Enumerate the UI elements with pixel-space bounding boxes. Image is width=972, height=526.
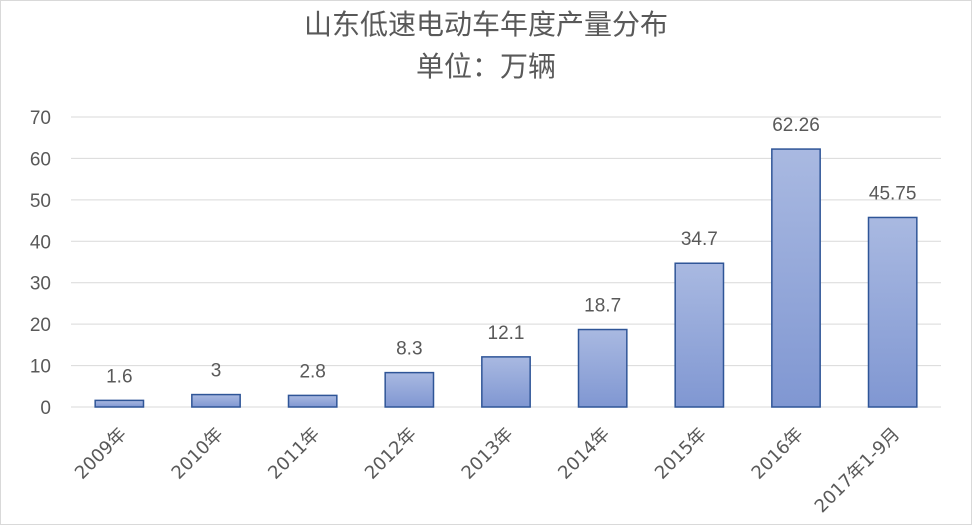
x-tick-label: 2010年	[168, 424, 228, 484]
data-label: 3	[211, 361, 222, 382]
y-tick-label: 20	[30, 315, 51, 336]
data-label: 45.75	[869, 183, 917, 204]
y-tick-label: 0	[40, 398, 51, 419]
x-tick-label: 2016年	[748, 424, 808, 484]
bar	[384, 371, 435, 408]
bar	[191, 393, 241, 408]
y-tick-label: 40	[30, 232, 51, 253]
x-axis: 2009年 2010年 2011年 2012年 2013年 2014年 2015年 2016年…	[71, 424, 904, 517]
y-tick-label: 70	[30, 108, 51, 129]
bar	[94, 399, 145, 408]
bar	[867, 216, 918, 408]
data-label: 18.7	[584, 296, 621, 317]
bar	[287, 394, 338, 408]
x-tick-label: 2009年	[71, 424, 131, 484]
x-tick-label: 2015年	[651, 424, 711, 484]
data-label: 1.6	[106, 366, 132, 387]
data-label: 62.26	[772, 115, 820, 136]
data-label: 34.7	[681, 229, 718, 250]
x-tick-label: 2011年	[264, 424, 324, 484]
data-label: 12.1	[488, 323, 525, 344]
x-tick-label: 2014年	[554, 424, 614, 484]
bar	[481, 356, 531, 408]
y-axis: 0 10 20 30 40 50 60 70	[30, 108, 51, 419]
y-tick-label: 50	[30, 191, 51, 212]
data-label: 8.3	[396, 339, 422, 360]
data-labels: 1.6 3 2.8 8.3 12.1 18.7 34.7 62.26 45.75	[106, 115, 916, 387]
x-tick-label: 2017年1-9月	[811, 424, 904, 517]
chart-title: 山东低速电动车年度产量分布	[303, 8, 668, 41]
bar	[771, 148, 821, 408]
bars	[94, 148, 918, 408]
chart-subtitle: 单位：万辆	[415, 50, 556, 83]
y-tick-label: 60	[30, 149, 51, 170]
bar	[674, 262, 725, 408]
x-tick-label: 2012年	[361, 424, 421, 484]
y-tick-label: 30	[30, 274, 51, 295]
data-label: 2.8	[299, 361, 325, 382]
bar	[577, 328, 628, 408]
y-tick-label: 10	[30, 357, 51, 378]
x-tick-label: 2013年	[458, 424, 518, 484]
